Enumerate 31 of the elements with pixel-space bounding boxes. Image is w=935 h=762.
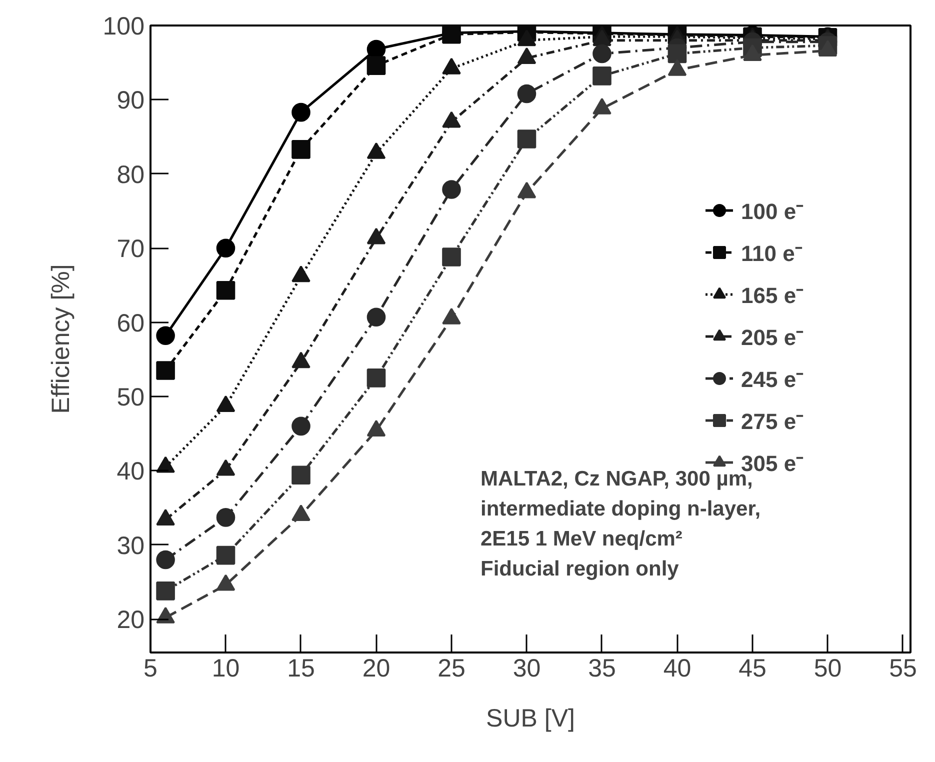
x-tick-label: 30 bbox=[512, 654, 541, 682]
x-tick-label: 10 bbox=[212, 654, 240, 682]
legend-label: 100 e⁻ bbox=[741, 198, 804, 225]
y-tick-label: 70 bbox=[116, 235, 145, 264]
x-tick-label: 20 bbox=[362, 654, 390, 682]
x-tick-label: 50 bbox=[814, 654, 842, 682]
x-tick-label: 15 bbox=[287, 654, 315, 682]
y-tick-label: 50 bbox=[116, 384, 145, 412]
annotation: Fiducial region only bbox=[480, 558, 680, 580]
y-tick-label: 80 bbox=[116, 160, 145, 189]
y-tick-label: 40 bbox=[116, 458, 145, 486]
annotation: intermediate doping n-layer, bbox=[480, 498, 761, 520]
x-tick-label: 5 bbox=[144, 654, 158, 682]
x-tick-label: 25 bbox=[438, 654, 466, 682]
y-tick-label: 30 bbox=[116, 532, 145, 560]
x-tick-label: 55 bbox=[889, 654, 917, 682]
x-axis-title: SUB [V] bbox=[486, 704, 575, 732]
x-tick-label: 45 bbox=[738, 654, 766, 682]
x-tick-label: 35 bbox=[588, 654, 616, 682]
legend-label: 245 e⁻ bbox=[741, 366, 804, 393]
y-tick-label: 20 bbox=[116, 606, 145, 634]
annotation: 2E15 1 MeV neq/cm² bbox=[480, 528, 682, 550]
y-tick-label: 90 bbox=[116, 86, 145, 115]
y-tick-label: 60 bbox=[116, 309, 145, 338]
y-tick-label: 100 bbox=[102, 12, 145, 40]
legend-label: 110 e⁻ bbox=[741, 240, 802, 267]
legend-label: 275 e⁻ bbox=[741, 408, 804, 435]
legend-label: 205 e⁻ bbox=[741, 324, 804, 351]
x-tick-label: 40 bbox=[663, 654, 692, 682]
y-axis-title: Efficiency [%] bbox=[46, 264, 75, 414]
legend-label: 165 e⁻ bbox=[741, 282, 804, 309]
